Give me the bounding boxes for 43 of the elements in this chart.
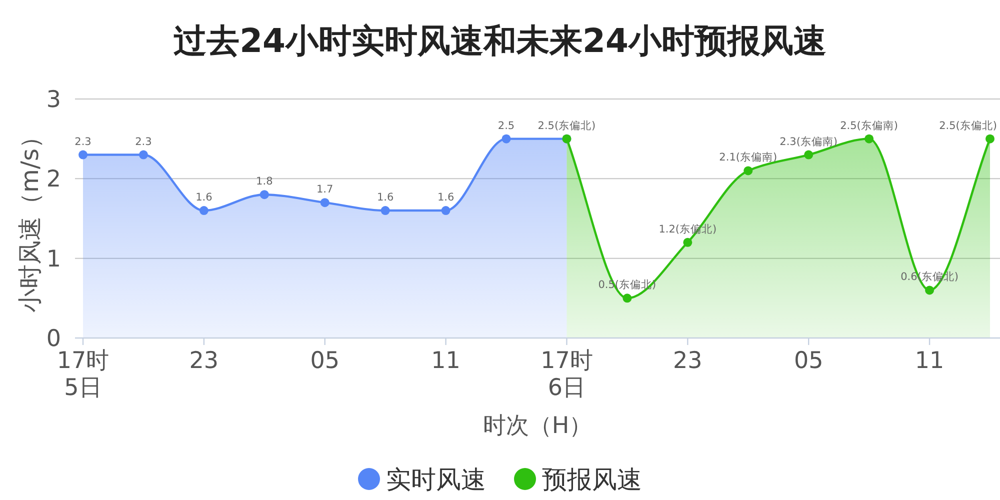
point [138,150,148,160]
data-label: 1.6 [196,192,213,204]
data-label: 2.1(东偏南) [719,150,778,164]
data-label: 2.5(东偏北) [939,118,997,132]
data-label: 2.5 [498,120,515,132]
point [986,134,994,144]
data-label: 1.6 [376,192,394,204]
point [502,134,511,144]
point [320,198,330,208]
x-tick-label: 05 [794,348,824,374]
data-label: 2.3(东偏南) [780,134,838,148]
x-tick-label: 05 [310,348,340,374]
data-label: 2.5(东偏北) [538,118,596,132]
y-tick-label: 2 [46,166,61,193]
data-label: 2.5(东偏南) [840,118,898,132]
point [380,206,390,216]
point [199,206,208,216]
y-tick-label: 1 [46,246,61,272]
x-axis-title: 时次（H） [482,413,592,439]
data-label: 1.7 [316,184,334,196]
x-tick-label: 11 [431,348,460,374]
point [744,166,753,176]
chart-title: 过去24小时实时风速和未来24小时预报风速 [174,21,826,60]
point [622,294,632,303]
point [441,206,450,216]
point [260,190,269,200]
legend-label: 实时风速 [386,465,486,494]
legend-label: 预报风速 [542,465,642,494]
x-tick-label: 11 [914,348,944,374]
point [683,238,692,247]
point [925,286,934,295]
data-label: 2.3 [74,136,92,148]
data-label: 1.6 [437,192,454,204]
y-tick-label: 3 [46,87,61,113]
data-label: 1.8 [256,176,273,188]
point [804,150,814,160]
point [78,150,88,160]
point [864,134,874,144]
x-tick-label: 23 [673,348,702,374]
data-label: 2.3 [135,136,152,148]
x-tick-label: 23 [189,348,219,374]
x-tick-label: 17时 6日 [540,348,593,401]
y-axis-title: 小时风速（m/s） [16,124,44,312]
